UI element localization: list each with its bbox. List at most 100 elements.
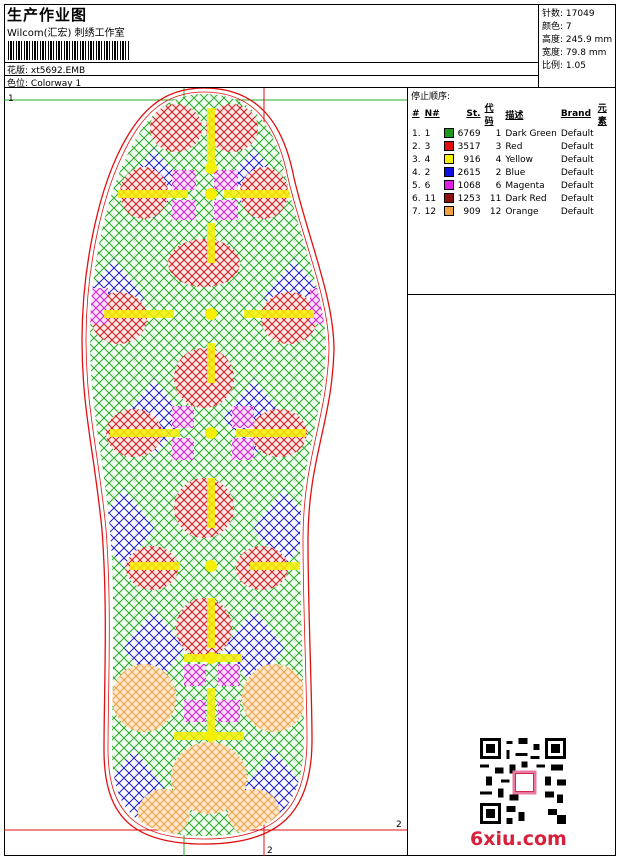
row-stitches: 6769 (457, 128, 481, 139)
row-desc: Magenta (505, 180, 545, 191)
row-brand: Default (560, 141, 594, 152)
row-desc: Blue (505, 167, 526, 178)
col-stitches: St. (466, 109, 481, 119)
color-swatch (443, 154, 454, 165)
table-row: 1. 1 6769 1 Dark Green Default (410, 127, 616, 140)
spec-width: 宽度: 79.8 mm (542, 48, 607, 58)
table-row: 5. 6 1068 6 Magenta Default (410, 179, 616, 192)
row-code: 3 (495, 141, 502, 152)
row-swatch (442, 166, 456, 179)
color-swatch (443, 206, 454, 217)
col-color (442, 101, 456, 127)
qr-code (480, 738, 566, 824)
watermark: 6xiu.com (470, 828, 567, 850)
row-desc: Orange (505, 206, 539, 217)
page-frame (4, 4, 616, 856)
sole-outer-outline (81, 88, 335, 845)
row-element (596, 153, 616, 166)
color-swatch (443, 141, 454, 152)
col-needle: N# (424, 109, 440, 119)
col-index: # (412, 109, 420, 119)
row-brand: Default (560, 128, 594, 139)
stitch-fill (90, 94, 326, 836)
table-row: 6. 11 1253 11 Dark Red Default (410, 192, 616, 205)
row-stitches: 3517 (457, 141, 481, 152)
design-value: xt5692.EMB (30, 66, 86, 76)
row-brand: Default (560, 180, 594, 191)
row-element (596, 127, 616, 140)
row-index: 6. (412, 193, 421, 204)
thread-table: # N# St. 代码 描述 Brand 元素 1. 1 6769 1 Dark Gre… (410, 101, 616, 218)
table-divider (408, 294, 616, 295)
row-needle: 12 (424, 206, 437, 217)
colorway-label: 色位: (7, 79, 29, 89)
row-index: 2. (412, 141, 421, 152)
barcode (8, 41, 130, 60)
row-code: 1 (495, 128, 502, 139)
row-index: 3. (412, 154, 421, 165)
subtitle: Wilcom(汇宏) 刺绣工作室 (7, 28, 125, 39)
row-brand: Default (560, 193, 594, 204)
row-needle: 1 (424, 128, 431, 139)
row-code: 4 (495, 154, 502, 165)
row-brand: Default (560, 206, 594, 217)
row-needle: 4 (424, 154, 431, 165)
row-code: 11 (489, 193, 502, 204)
row-index: 7. (412, 206, 421, 217)
design-label: 花版: (7, 66, 29, 76)
row-code: 6 (495, 180, 502, 191)
divider (4, 75, 538, 76)
row-needle: 6 (424, 180, 431, 191)
table-row: 4. 2 2615 2 Blue Default (410, 166, 616, 179)
page-title: 生产作业图 (7, 6, 88, 24)
row-desc: Red (505, 141, 523, 152)
row-needle: 11 (424, 193, 437, 204)
row-needle: 2 (424, 167, 431, 178)
row-element (596, 140, 616, 153)
sole-inner-outline (85, 91, 330, 840)
insole-design (4, 88, 407, 856)
row-swatch (442, 192, 456, 205)
divider (4, 62, 538, 63)
guide-marker-1: 1 (8, 94, 14, 104)
stop-sequence-panel: 停止顺序: # N# St. 代码 描述 Brand 元素 1. 1 6769 1 Da… (407, 88, 616, 856)
design-canvas: 1 2 2 (4, 88, 407, 856)
row-stitches: 1068 (457, 180, 481, 191)
row-stitches: 916 (463, 154, 481, 165)
row-index: 4. (412, 167, 421, 178)
col-desc: 描述 (505, 110, 524, 121)
row-element (596, 192, 616, 205)
row-index: 5. (412, 180, 421, 191)
row-element (596, 166, 616, 179)
row-swatch (442, 140, 456, 153)
row-brand: Default (560, 154, 594, 165)
col-brand: Brand (560, 109, 592, 119)
spec-stitches: 针数: 17049 (542, 9, 595, 19)
col-element: 元素 (597, 104, 607, 127)
design-file: 花版: xt5692.EMB (7, 63, 85, 76)
row-brand: Default (560, 167, 594, 178)
spec-height: 高度: 245.9 mm (542, 35, 613, 45)
row-swatch (442, 153, 456, 166)
row-element (596, 205, 616, 218)
row-index: 1. (412, 128, 421, 139)
spec-panel: 针数: 17049 颜色: 7 高度: 245.9 mm 宽度: 79.8 mm… (539, 4, 616, 88)
colorway-value: Colorway 1 (30, 79, 82, 89)
row-stitches: 909 (463, 206, 481, 217)
row-code: 12 (489, 206, 502, 217)
row-stitches: 1253 (457, 193, 481, 204)
col-code: 代码 (484, 104, 494, 127)
color-swatch (443, 128, 454, 139)
row-swatch (442, 127, 456, 140)
row-code: 2 (495, 167, 502, 178)
row-desc: Dark Green (505, 128, 557, 139)
row-needle: 3 (424, 141, 431, 152)
spec-colors: 颜色: 7 (542, 22, 572, 32)
row-desc: Yellow (505, 154, 534, 165)
table-row: 2. 3 3517 3 Red Default (410, 140, 616, 153)
row-element (596, 179, 616, 192)
color-swatch (443, 193, 454, 204)
table-row: 7. 12 909 12 Orange Default (410, 205, 616, 218)
guide-marker-2: 2 (396, 820, 402, 830)
stop-sequence-title: 停止顺序: (411, 92, 451, 102)
